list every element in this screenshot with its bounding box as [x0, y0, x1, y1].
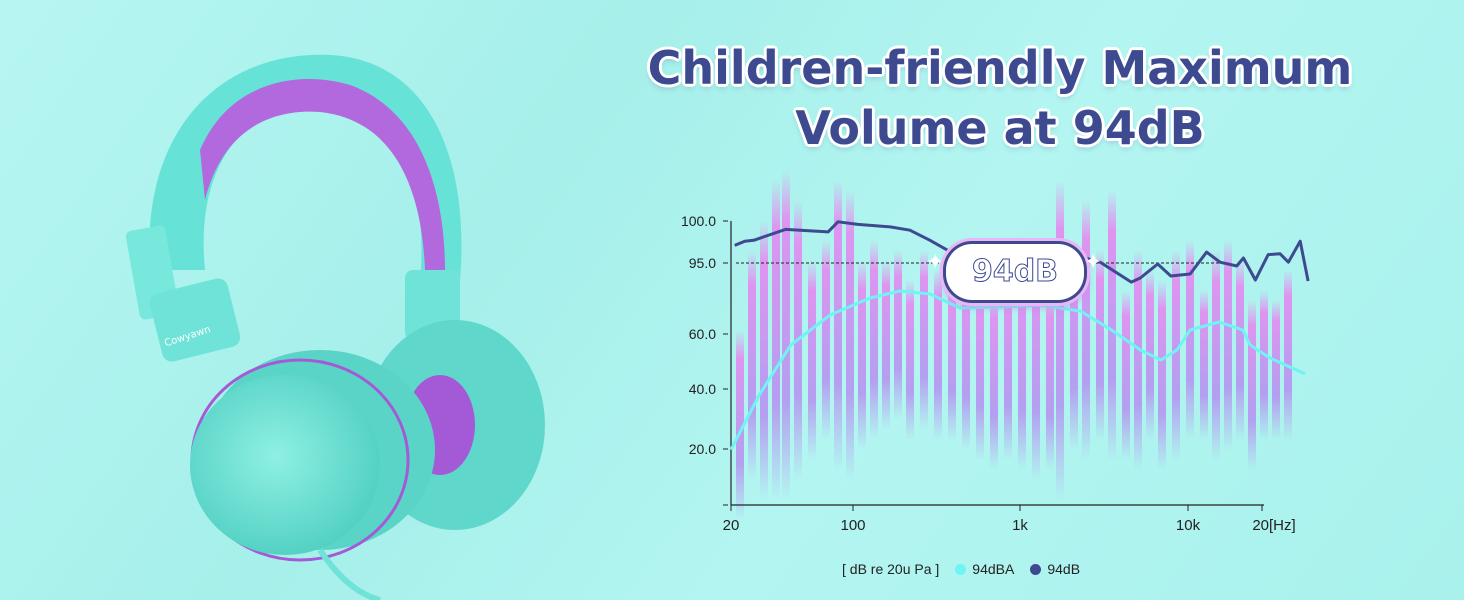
spectrum-bar — [1134, 250, 1142, 470]
spectrum-bar — [1046, 290, 1054, 470]
spectrum-bar — [782, 170, 790, 500]
spectrum-bar — [948, 280, 956, 440]
spectrum-bar — [1004, 280, 1012, 460]
spectrum-bar — [1172, 250, 1180, 460]
legend-dot-94dba — [955, 563, 967, 575]
spectrum-bar — [822, 240, 830, 440]
spectrum-bar — [1122, 290, 1130, 460]
headline-line2: Volume at 94dB — [795, 101, 1205, 155]
spectrum-bar — [870, 240, 878, 440]
spectrum-bar — [1248, 300, 1256, 470]
spectrum-bar — [1082, 200, 1090, 460]
spectrum-bar — [1212, 250, 1220, 460]
spectrum-bar — [934, 270, 942, 440]
spectrum-bar — [1070, 240, 1078, 450]
spectrum-bar — [760, 220, 768, 500]
legend-label-94db: 94dB — [1047, 561, 1081, 577]
spectrum-bar — [1236, 260, 1244, 440]
legend-label-94dba: 94dBA — [972, 561, 1015, 577]
series-line-94dba — [729, 289, 1306, 451]
cable — [317, 548, 381, 600]
x-tick-label: 20[Hz] — [1252, 517, 1295, 534]
y-tick-label: 95.0 — [689, 255, 716, 271]
spectrum-bar — [1096, 250, 1104, 440]
y-tick-label: 40.0 — [689, 381, 716, 397]
right-wing-icon: ✦ — [1084, 250, 1103, 275]
x-tick-label: 20 — [723, 517, 740, 534]
left-ear-cup — [190, 375, 380, 555]
spectrum-bar — [906, 280, 914, 440]
spectrum-bar — [858, 260, 866, 450]
headline: Children-friendly Maximum Volume at 94dB — [560, 38, 1440, 158]
spectrum-bar — [1284, 270, 1292, 440]
left-yoke — [149, 278, 241, 362]
spectrum-bar — [1272, 300, 1280, 440]
spectrum-bar — [882, 260, 890, 430]
x-tick-label: 100 — [840, 517, 865, 534]
headphones-illustration: Cowyawn — [125, 54, 545, 600]
spectrum-bar — [976, 280, 984, 460]
spectrum-bar — [834, 180, 842, 470]
spectrum-bar — [1158, 280, 1166, 470]
left-wing-icon: ✦ — [926, 250, 945, 275]
y-tick-label: 100.0 — [681, 213, 716, 229]
spectrum-bar — [1260, 290, 1268, 440]
series-line-94db — [734, 220, 1310, 284]
spectrum-bar — [736, 330, 744, 520]
headband-cushion — [200, 78, 445, 270]
chart-legend: [ dB re 20u Pa ] 94dBA 94dB — [842, 561, 1080, 577]
y-tick-label: 20.0 — [689, 441, 716, 457]
spectrum-bar — [748, 250, 756, 480]
spectrum-bar — [1032, 250, 1040, 480]
max-volume-badge: 94dB — [946, 244, 1084, 300]
spectrum-bar — [1056, 180, 1064, 500]
legend-unit-note: [ dB re 20u Pa ] — [842, 561, 940, 577]
y-tick-label: 60.0 — [689, 326, 716, 342]
x-tick-label: 1k — [1012, 517, 1028, 534]
spectrum-bar — [846, 190, 854, 480]
spectrum-bar — [990, 290, 998, 470]
spectrum-bar — [962, 270, 970, 450]
spectrum-bar — [808, 260, 816, 460]
spectrum-bar — [1018, 270, 1026, 470]
headline-line1: Children-friendly Maximum — [647, 41, 1353, 95]
spectrum-bar — [920, 250, 928, 430]
spectrum-bar — [772, 180, 780, 500]
spectrum-bar — [1200, 290, 1208, 440]
x-tick-label: 10k — [1176, 517, 1201, 534]
spectrum-bar — [1186, 240, 1194, 440]
badge-label: 94dB — [971, 254, 1059, 290]
spectrum-bars — [736, 170, 1292, 520]
legend-dot-94db — [1030, 563, 1042, 575]
spectrum-bar — [1224, 240, 1232, 450]
spectrum-bar — [894, 250, 902, 420]
series-lines — [729, 220, 1310, 451]
spectrum-bar — [1108, 190, 1116, 460]
